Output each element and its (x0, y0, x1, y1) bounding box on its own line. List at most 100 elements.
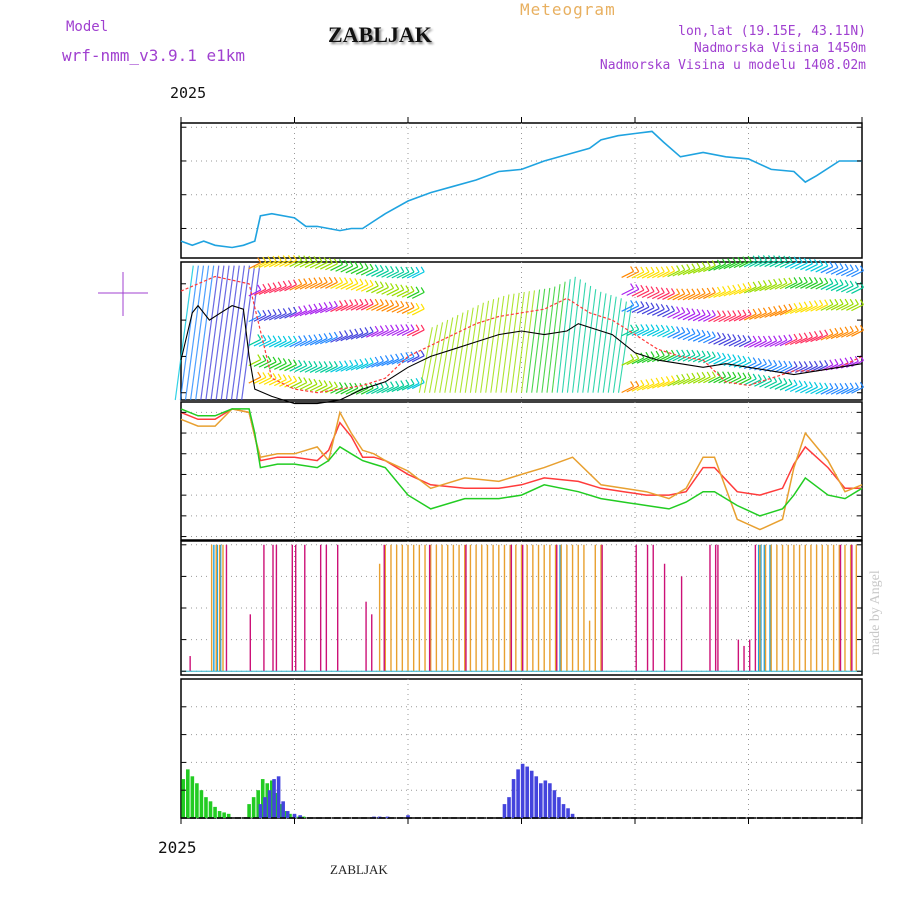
wind-barb-flag (354, 328, 359, 335)
wind-barb-flag (384, 265, 389, 272)
temp-dewpt-line (180, 408, 863, 517)
wind-barb (784, 338, 798, 346)
wind-barb (345, 266, 359, 274)
wind-barb-flag (400, 352, 405, 359)
wind-barb (263, 361, 277, 369)
wind-barb (662, 380, 675, 388)
wind-barb (340, 364, 353, 372)
wind-barb (289, 283, 302, 291)
wind-barb-flag (344, 330, 349, 336)
wind-barb-band (225, 265, 245, 401)
wind-barb-flag (752, 255, 757, 262)
wind-barb (703, 336, 716, 344)
wind-barb (697, 355, 711, 363)
wind-barb-flag (318, 302, 323, 309)
wind-barb-flag (272, 282, 277, 288)
wind-barb (345, 282, 359, 291)
wind-barb (391, 305, 405, 313)
wind-barb (687, 267, 701, 275)
wind-barb (682, 268, 696, 276)
wind-barb-flag (834, 358, 839, 365)
precip-bar-snow (566, 808, 570, 818)
wind-barb-flag (293, 255, 298, 261)
wind-barb-flag (303, 305, 308, 311)
wind-barb (309, 307, 323, 315)
wind-barb-flag (747, 356, 752, 363)
wind-barb-flag (374, 382, 379, 389)
wind-barb-band (215, 265, 235, 401)
wind-barb (406, 307, 420, 315)
wind-barb (299, 309, 313, 317)
wind-barb-band (515, 291, 530, 393)
wind-barb-flag (752, 335, 757, 342)
wind-barb (657, 329, 670, 338)
wind-barb (350, 283, 364, 291)
wind-barb-flag (783, 255, 788, 262)
wind-barb-flag (267, 372, 272, 379)
station-title: ZABLJAK (328, 22, 432, 47)
wind-barb (697, 314, 711, 322)
wind-barb (830, 387, 844, 395)
wind-barb (621, 270, 634, 278)
wind-barb-band (454, 310, 469, 393)
precip-bar-total (204, 797, 208, 818)
wind-barb-band (546, 284, 561, 393)
wind-barb-flag (711, 287, 716, 293)
wind-barb (677, 354, 691, 362)
wind-barb (703, 265, 716, 273)
wind-barb-flag (364, 263, 369, 269)
wind-barb (626, 305, 639, 313)
wind-barb (784, 307, 798, 315)
wind-barb (651, 329, 665, 337)
wind-barb-flag (267, 355, 272, 362)
wind-barb-flag (778, 360, 783, 366)
wind-barb (621, 288, 634, 296)
wind-barb-flag (344, 299, 349, 306)
wind-barb (396, 289, 410, 298)
wind-barb (381, 359, 394, 367)
wind-barb (345, 364, 359, 372)
wind-barb (815, 387, 828, 395)
wind-barb-flag (344, 259, 349, 266)
wind-barb-flag (793, 302, 798, 309)
wind-barb (723, 358, 737, 367)
wind-barb-flag (323, 276, 328, 283)
wind-barb-flag (762, 255, 767, 261)
wind-barb-band (449, 312, 464, 393)
wind-barb-flag (665, 349, 670, 356)
wind-barb-flag (722, 371, 727, 377)
wind-barb (795, 281, 808, 289)
wind-barb (646, 307, 660, 316)
wind-barb (840, 303, 854, 311)
wind-barb (263, 340, 277, 348)
wind-barb-band (556, 279, 571, 393)
wind-barb (825, 332, 839, 340)
wind-barb-band (510, 291, 525, 393)
wind-barb (376, 359, 389, 367)
wind-barb (759, 259, 772, 267)
precip-bar-total (270, 780, 274, 818)
wind-barb-flag (844, 279, 849, 286)
wind-barb-flag (630, 324, 635, 331)
precip-bar-total (181, 779, 186, 818)
elevation-label: Nadmorska Visina 1450m (693, 41, 866, 56)
wind-barb (708, 264, 721, 272)
wind-barb-band (464, 305, 479, 393)
wind-barb-flag (716, 286, 721, 293)
wind-barb (703, 356, 716, 364)
precip-bar-snow (511, 779, 516, 818)
wind-barb-flag (272, 255, 277, 262)
wind-barb-flag (257, 310, 262, 316)
wind-barb (759, 380, 772, 388)
wind-barb (820, 333, 834, 341)
wind-barb-flag (660, 376, 665, 383)
wind-barb-flag (793, 333, 798, 340)
wind-barb-band (587, 291, 602, 393)
wind-barb (355, 284, 369, 292)
wind-barb-flag (813, 300, 819, 306)
wind-barb-band (582, 289, 597, 393)
wind-barb-flag (298, 376, 303, 383)
wind-barb-flag (282, 308, 287, 314)
wind-barb-flag (808, 258, 813, 264)
wind-barb-flag (742, 256, 747, 262)
